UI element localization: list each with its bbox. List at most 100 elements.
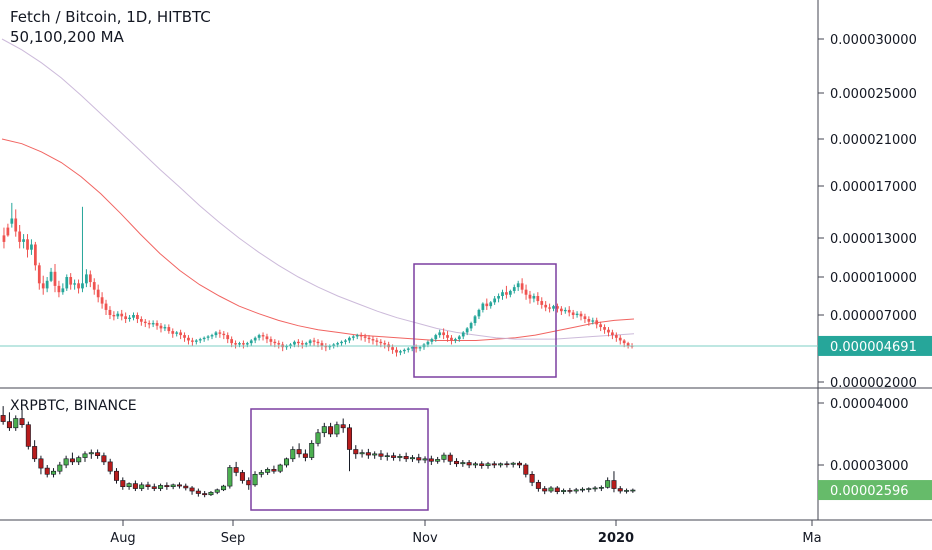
candle-body: [414, 347, 418, 349]
candle-body: [497, 296, 500, 299]
last-price-badge: [818, 335, 932, 356]
candle-body: [618, 337, 622, 341]
candle-body: [340, 424, 346, 429]
y-tick-label: 0.000021000: [830, 133, 917, 148]
candle-body: [69, 458, 75, 463]
candle-body: [481, 303, 485, 310]
candle-body: [155, 323, 159, 326]
candle-body: [384, 455, 390, 458]
candle-body: [183, 485, 189, 489]
ma-100-line: [1, 38, 635, 340]
y-tick-label: 0.000030000: [830, 33, 917, 48]
candle-body: [426, 341, 430, 345]
candle-body: [332, 344, 336, 346]
candle-body: [383, 343, 387, 345]
x-tick-label: Nov: [412, 531, 438, 546]
candle-body: [22, 239, 25, 242]
candle-body: [611, 332, 614, 336]
candle-body: [351, 336, 355, 338]
candle-body: [6, 227, 10, 236]
candle-body: [435, 459, 441, 462]
candle-body: [164, 485, 170, 487]
candle-body: [296, 341, 300, 344]
candle-body: [626, 343, 630, 346]
candle-body: [540, 301, 544, 305]
candle-body: [198, 339, 202, 341]
candle-body: [202, 493, 208, 496]
y-tick-label: 0.000013000: [830, 232, 917, 247]
candle-body: [346, 427, 352, 450]
candle-body: [344, 340, 347, 342]
moving-averages: [1, 38, 635, 341]
candle-body: [454, 339, 457, 341]
candle-body: [406, 348, 410, 350]
candle-body: [51, 470, 57, 475]
candle-body: [252, 473, 258, 486]
candle-body: [245, 343, 249, 345]
candle-body: [524, 289, 528, 295]
candle-body: [466, 462, 472, 466]
x-tick-label: Aug: [110, 531, 135, 546]
candle-body: [183, 335, 186, 338]
candle-body: [96, 289, 100, 298]
candle-body: [170, 484, 176, 487]
candle-body: [523, 464, 529, 475]
last-price-label: 0.00002596: [830, 484, 909, 499]
y-tick-label: 0.00003000: [830, 459, 909, 474]
candle-body: [76, 457, 82, 463]
candle-body: [49, 271, 53, 281]
candle-body: [355, 335, 359, 337]
candle-body: [85, 274, 88, 284]
candle-body: [81, 283, 84, 289]
candle-body: [57, 464, 63, 472]
candle-body: [265, 336, 269, 340]
price-axis-top: 0.000030000 0.000025000 0.000021000 0.00001…: [818, 33, 932, 391]
candle-body: [139, 319, 143, 322]
ma-50-line: [1, 138, 635, 341]
candle-body: [293, 341, 296, 345]
candle-body: [379, 341, 383, 344]
candle-body: [473, 316, 477, 324]
candle-body: [416, 457, 422, 461]
candle-body: [479, 463, 485, 466]
candle-body: [320, 343, 324, 346]
candle-body: [132, 483, 138, 489]
candle-body: [548, 487, 554, 492]
candle-body: [128, 317, 131, 320]
candle-body: [277, 343, 281, 345]
candle-body: [535, 482, 541, 489]
candle-body: [548, 307, 551, 309]
y-tick-label: 0.000007000: [830, 309, 917, 324]
candle-body: [230, 339, 234, 344]
candle-body: [208, 491, 214, 496]
candle-body: [447, 454, 453, 462]
candle-body: [258, 472, 264, 475]
candle-body: [605, 480, 611, 488]
candle-body: [505, 292, 508, 295]
candle-body: [542, 488, 548, 492]
candle-body: [14, 218, 18, 232]
candle-body: [438, 332, 442, 336]
candle-body: [304, 343, 308, 345]
candle-body: [579, 313, 583, 317]
candle-body: [261, 335, 265, 337]
candle-body: [159, 325, 163, 329]
candle-body: [269, 339, 273, 342]
candle-body: [372, 453, 378, 456]
candle-body: [214, 489, 220, 493]
candle-body: [498, 463, 504, 466]
candle-body: [598, 487, 604, 489]
candle-body: [227, 467, 233, 487]
candle-body: [554, 487, 560, 492]
candle-body: [151, 486, 157, 489]
candle-body: [233, 467, 239, 473]
candle-body: [336, 343, 340, 345]
candle-body: [69, 277, 73, 285]
candle-body: [82, 453, 88, 458]
candle-body: [367, 337, 371, 340]
candle-body: [195, 490, 201, 494]
candle-body: [238, 343, 241, 345]
candle-body: [465, 328, 469, 333]
candle-body: [348, 337, 351, 341]
candle-body: [501, 292, 504, 296]
